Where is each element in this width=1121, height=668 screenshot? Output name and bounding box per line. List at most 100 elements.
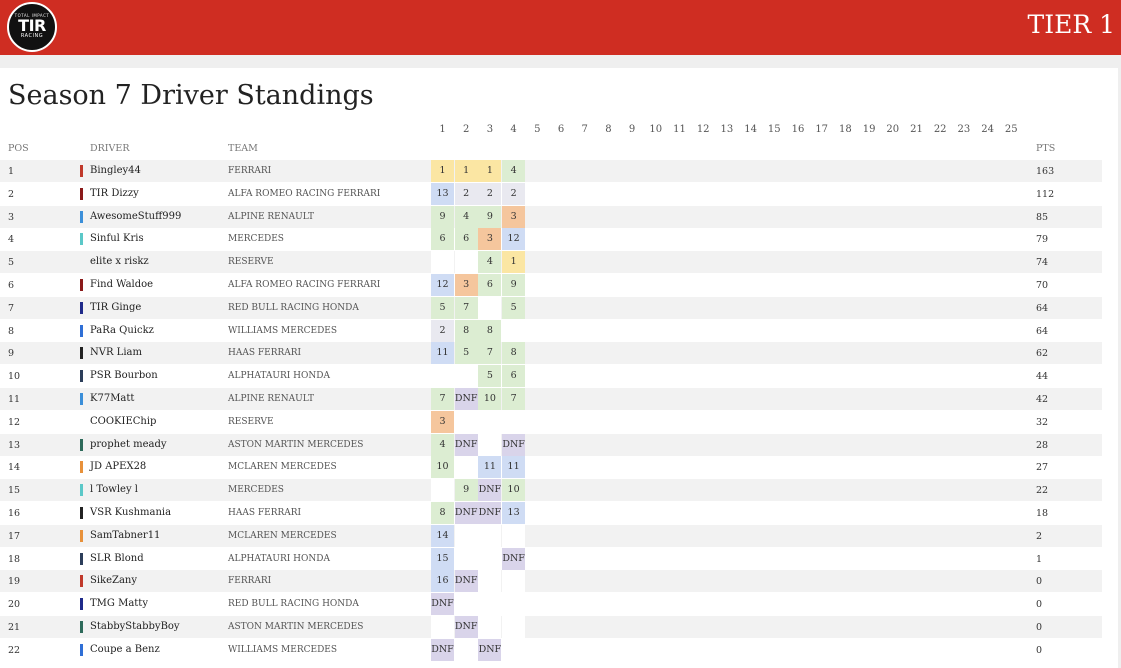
points-cell: 112 <box>1036 188 1055 200</box>
race-result-cell: DNF <box>478 479 502 502</box>
team-name: ALPINE RENAULT <box>228 394 314 404</box>
race-result-cell: 5 <box>478 365 502 388</box>
race-number-15: 15 <box>767 124 781 135</box>
table-row[interactable]: 15 l Towley l MERCEDES 9 DNF 10 22 <box>0 479 1102 502</box>
table-row[interactable]: 4 Sinful Kris MERCEDES 6 6 3 12 79 <box>0 228 1102 251</box>
race-number-12: 12 <box>696 124 710 135</box>
column-header-pts: PTS <box>1036 143 1056 154</box>
race-number-21: 21 <box>910 124 923 135</box>
table-row[interactable]: 12 COOKIEChip RESERVE 3 32 <box>0 410 1102 433</box>
team-name: RESERVE <box>228 257 274 268</box>
driver-name: SLR Blond <box>90 552 144 564</box>
table-row[interactable]: 21 StabbyStabbyBoy ASTON MARTIN MERCEDES DN… <box>0 616 1102 638</box>
race-result-cell: DNF <box>454 433 478 456</box>
logo-sub-text: RACING <box>20 33 44 39</box>
race-result-cell: DNF <box>454 570 478 593</box>
position-cell: 22 <box>8 644 21 656</box>
team-name: MERCEDES <box>228 234 284 245</box>
team-color-bar <box>80 575 83 588</box>
points-cell: 0 <box>1036 599 1043 611</box>
race-result-cell <box>431 251 454 274</box>
race-result-cell: 2 <box>478 182 502 205</box>
table-row[interactable]: 19 SikeZany FERRARI 16 DNF 0 <box>0 570 1102 593</box>
race-result-cell: 3 <box>454 274 478 296</box>
team-color-bar <box>80 187 83 200</box>
race-number-18: 18 <box>839 124 852 135</box>
table-row[interactable]: 11 K77Matt ALPINE RENAULT 7 DNF 10 7 42 <box>0 388 1102 410</box>
race-result-cell: DNF <box>431 593 454 616</box>
race-result-cell <box>454 593 478 616</box>
race-result-cell: 9 <box>431 205 454 228</box>
points-cell: 79 <box>1036 234 1049 246</box>
team-name: WILLIAMS MERCEDES <box>228 644 338 655</box>
column-header-team: TEAM <box>228 143 258 154</box>
team-color-bar <box>80 393 83 405</box>
team-color-bar <box>80 210 83 223</box>
table-row[interactable]: 2 TIR Dizzy ALFA ROMEO RACING FERRARI 13 2 2 2… <box>0 182 1102 205</box>
team-name: RED BULL RACING HONDA <box>228 599 359 610</box>
table-row[interactable]: 17 SamTabner11 MCLAREN MERCEDES 14 2 <box>0 524 1102 547</box>
team-name: ALFA ROMEO RACING FERRARI <box>228 188 381 199</box>
table-row[interactable]: 20 TMG Matty RED BULL RACING HONDA DNF 0 <box>0 593 1102 616</box>
race-result-cell: 6 <box>431 228 454 251</box>
race-number-17: 17 <box>815 124 829 135</box>
points-cell: 74 <box>1036 257 1049 269</box>
race-result-cell: 8 <box>431 502 454 524</box>
race-result-cell <box>478 433 502 456</box>
race-result-cell: 10 <box>502 479 526 502</box>
team-name: ALPHATAURI HONDA <box>228 371 330 382</box>
driver-name: K77Matt <box>90 393 135 404</box>
race-result-cell: 11 <box>502 456 526 479</box>
driver-name: TIR Dizzy <box>90 187 139 199</box>
table-row[interactable]: 16 VSR Kushmania HAAS FERRARI 8 DNF DNF 13 18 <box>0 502 1102 524</box>
race-number-2: 2 <box>463 124 470 135</box>
race-number-22: 22 <box>933 124 947 135</box>
team-name: RED BULL RACING HONDA <box>228 302 359 313</box>
table-row[interactable]: 22 Coupe a Benz WILLIAMS MERCEDES DNF DNF 0 <box>0 638 1102 661</box>
position-cell: 11 <box>8 394 21 405</box>
points-cell: 0 <box>1036 576 1043 588</box>
race-result-cell: DNF <box>454 502 478 524</box>
race-result-cell: 5 <box>502 296 526 319</box>
race-result-cell: 9 <box>478 205 502 228</box>
table-row[interactable]: 7 TIR Ginge RED BULL RACING HONDA 5 7 5 64 <box>0 296 1102 319</box>
table-row[interactable]: 18 SLR Blond ALPHATAURI HONDA 15 DNF 1 <box>0 547 1102 570</box>
race-number-13: 13 <box>720 124 734 135</box>
table-row[interactable]: 13 prophet meady ASTON MARTIN MERCEDES 4 DNF… <box>0 433 1102 456</box>
tir-racing-logo[interactable]: TOTAL IMPACT TIR RACING <box>7 2 57 52</box>
team-color-bar <box>80 279 83 291</box>
team-name: ASTON MARTIN MERCEDES <box>228 439 364 450</box>
race-result-cell <box>478 616 502 638</box>
table-row[interactable]: 1 Bingley44 FERRARI 1 1 1 4 163 <box>0 160 1102 182</box>
table-row[interactable]: 10 PSR Bourbon ALPHATAURI HONDA 5 6 44 <box>0 365 1102 388</box>
race-result-cell <box>454 365 478 388</box>
table-row[interactable]: 5 elite x riskz RESERVE 4 1 74 <box>0 251 1102 274</box>
race-result-cell: DNF <box>502 547 526 570</box>
race-result-cell: DNF <box>502 433 526 456</box>
race-result-cell: 8 <box>502 342 526 365</box>
team-color-bar <box>80 233 83 246</box>
table-row[interactable]: 8 PaRa Quickz WILLIAMS MERCEDES 2 8 8 64 <box>0 319 1102 342</box>
table-row[interactable]: 3 AwesomeStuff999 ALPINE RENAULT 9 4 9 3 85 <box>0 205 1102 228</box>
race-number-7: 7 <box>581 124 588 135</box>
driver-name: elite x riskz <box>90 256 149 268</box>
position-cell: 9 <box>8 348 15 360</box>
race-result-cell: 1 <box>454 160 478 182</box>
table-row[interactable]: 6 Find Waldoe ALFA ROMEO RACING FERRARI 12 3… <box>0 274 1102 296</box>
table-row[interactable]: 9 NVR Liam HAAS FERRARI 11 5 7 8 62 <box>0 342 1102 365</box>
team-name: WILLIAMS MERCEDES <box>228 325 338 336</box>
points-cell: 1 <box>1036 553 1043 565</box>
position-cell: 1 <box>8 166 15 177</box>
race-result-cell: 1 <box>431 160 454 182</box>
race-result-cell <box>431 365 454 388</box>
race-result-cell: 4 <box>454 205 478 228</box>
race-result-cell <box>478 547 502 570</box>
points-cell: 2 <box>1036 530 1043 542</box>
race-result-cell: 3 <box>502 205 526 228</box>
race-result-cell: 6 <box>454 228 478 251</box>
position-cell: 12 <box>8 416 21 428</box>
race-result-cell: 10 <box>478 388 502 410</box>
table-row[interactable]: 14 JD APEX28 MCLAREN MERCEDES 10 11 11 27 <box>0 456 1102 479</box>
team-color-bar <box>80 507 83 519</box>
points-cell: 44 <box>1036 371 1049 383</box>
